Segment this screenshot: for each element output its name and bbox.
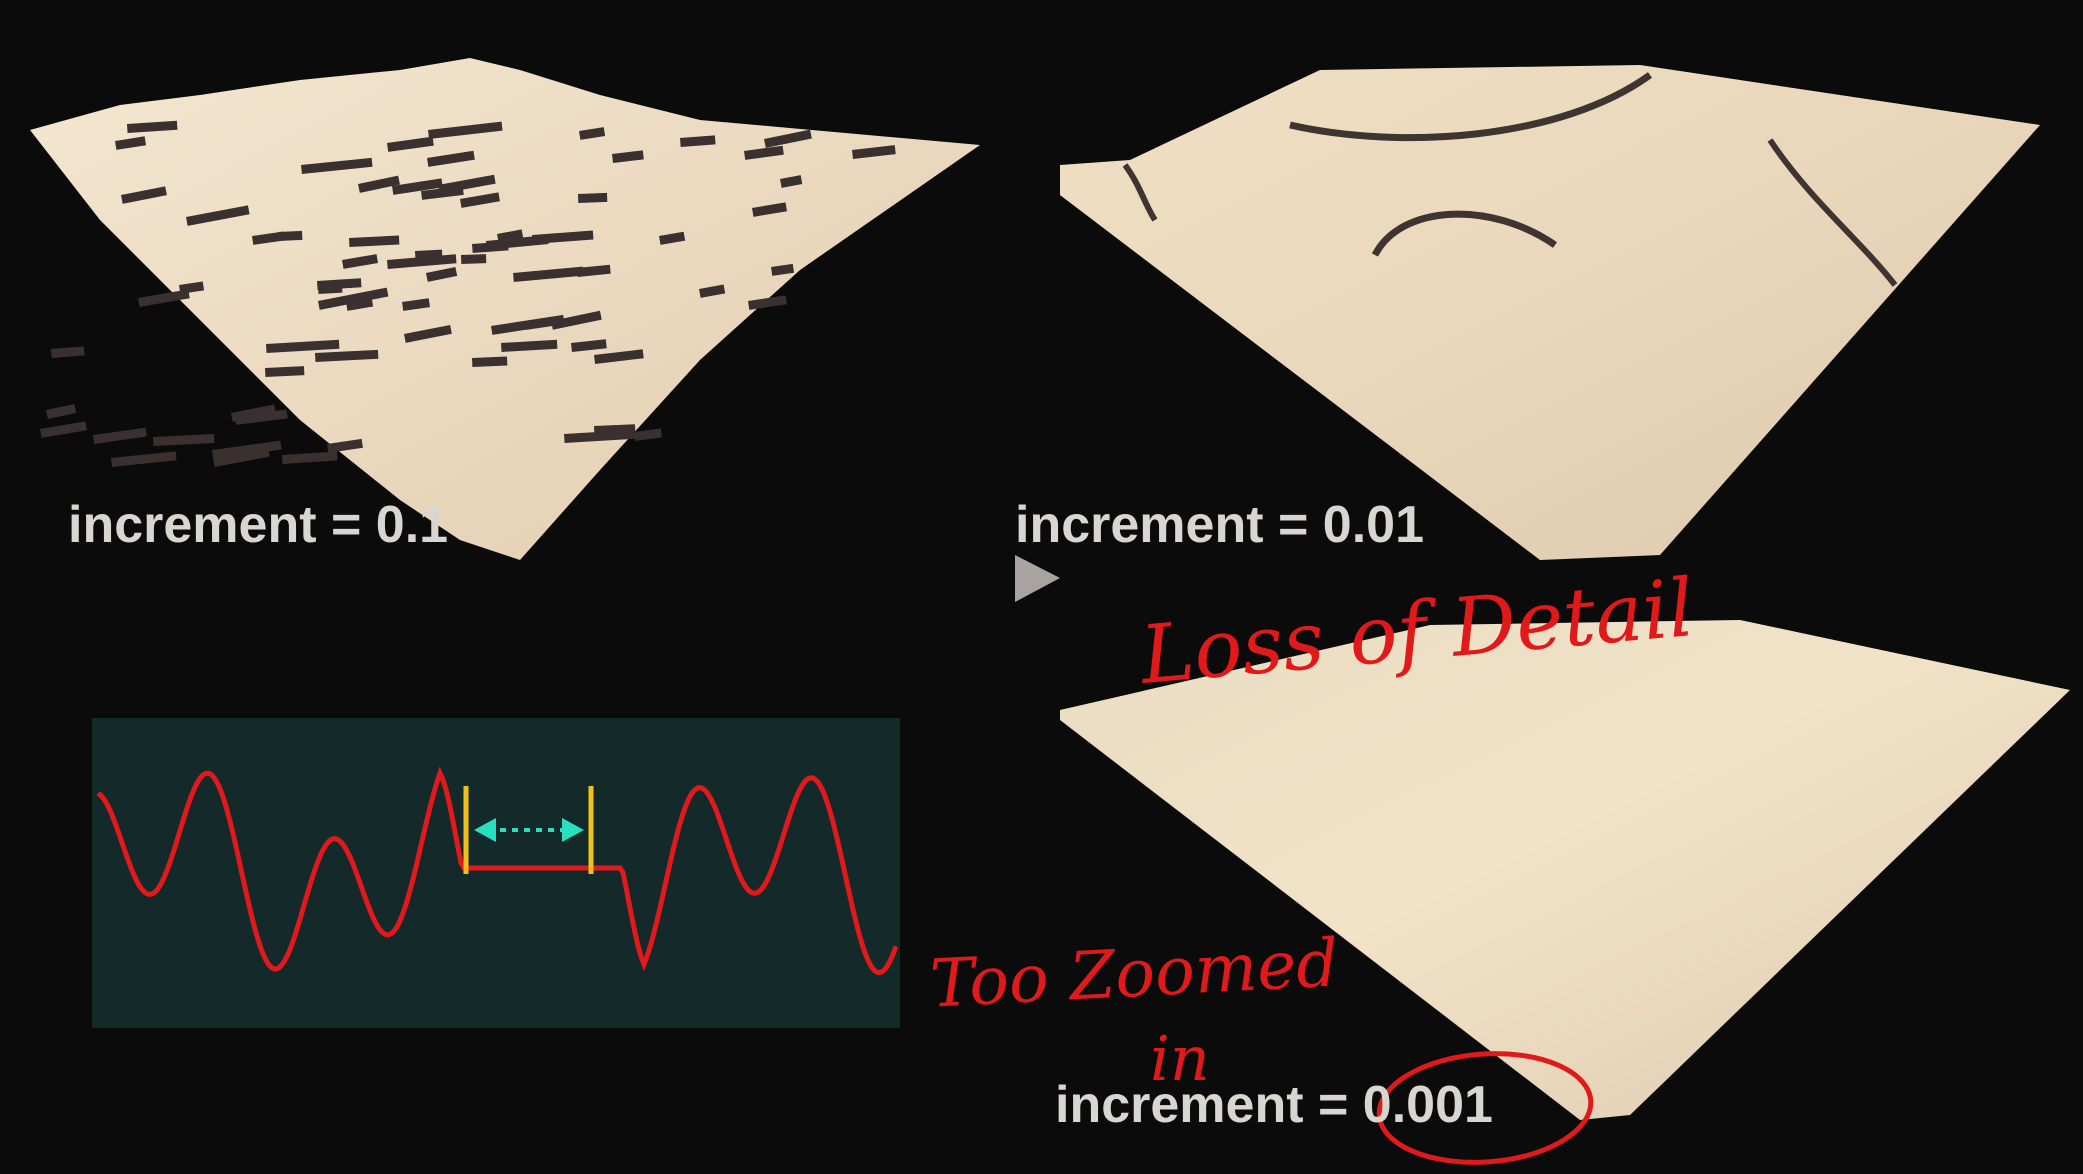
terrain-step [391, 178, 443, 195]
terrain-step [211, 440, 282, 459]
terrain-step [317, 278, 362, 290]
label-increment-0-1: increment = 0.1 [68, 496, 449, 554]
arrow-head-right [562, 818, 584, 842]
terrain-step [315, 349, 379, 362]
terrain-medium-surface [1060, 65, 2040, 560]
contour-line [1767, 138, 1898, 287]
value-highlight-circle [1376, 1051, 1594, 1165]
terrain-step [127, 120, 178, 133]
noise-wave-panel [92, 718, 900, 1028]
terrain-step [265, 366, 305, 377]
terrain-step [532, 230, 594, 244]
arrow-head-left [474, 818, 496, 842]
terrain-step [115, 136, 147, 150]
terrain-step [497, 229, 524, 243]
terrain-flat [1060, 620, 2070, 1120]
terrain-medium [1060, 65, 2040, 560]
terrain-step [593, 424, 636, 435]
terrain-step [426, 267, 458, 282]
terrain-step [282, 451, 338, 464]
terrain-step [46, 404, 77, 419]
play-icon[interactable] [1015, 555, 1060, 602]
terrain-step [699, 284, 726, 298]
contour-line [1122, 163, 1158, 222]
terrain-flat-surface [1060, 620, 2070, 1120]
terrain-step [550, 310, 602, 330]
terrain-step [594, 349, 644, 364]
terrain-step [744, 145, 784, 160]
terrain-step [748, 295, 787, 310]
terrain-step [348, 235, 400, 247]
terrain-step [231, 404, 276, 422]
terrain-step [852, 145, 896, 159]
terrain-step [634, 428, 662, 441]
terrain-rough-steps [39, 120, 896, 467]
terrain-step [513, 266, 584, 282]
label-increment-0-001: increment = 0.001 [1055, 1075, 1493, 1135]
increment-value: 0.001 [1362, 1076, 1493, 1134]
terrain-step [659, 231, 686, 245]
terrain-step [265, 339, 340, 353]
terrain-step [764, 129, 812, 148]
terrain-rough-surface [30, 58, 980, 560]
terrain-step [404, 324, 452, 343]
increment-text: increment = [1055, 1076, 1363, 1134]
terrain-step [300, 157, 373, 174]
terrain-step [121, 186, 167, 204]
terrain-step [525, 315, 561, 330]
terrain-step [137, 289, 190, 307]
contour-line [1289, 72, 1653, 142]
terrain-step [186, 205, 250, 226]
terrain-step [460, 192, 500, 208]
terrain-step [421, 185, 464, 200]
terrain-step [570, 339, 607, 352]
terrain-step [771, 263, 795, 276]
label-increment-0-01: increment = 0.01 [1015, 496, 1424, 554]
terrain-step [92, 427, 147, 444]
terrain-step [387, 254, 457, 269]
terrain-step [427, 150, 475, 167]
terrain-step [751, 202, 788, 217]
terrain-step [579, 127, 606, 140]
wave-panel-background [92, 718, 900, 1028]
annotation-in: in [1150, 1022, 1210, 1095]
terrain-step [577, 264, 611, 277]
terrain-step [153, 434, 215, 446]
terrain-rough [30, 58, 980, 560]
terrain-step [471, 356, 508, 367]
terrain-step [386, 136, 434, 152]
terrain-step [612, 150, 644, 163]
terrain-step [51, 346, 85, 358]
terrain-step [39, 421, 87, 438]
terrain-step [213, 447, 270, 467]
terrain-step [358, 175, 400, 193]
terrain-step [402, 298, 430, 311]
terrain-step [327, 438, 363, 453]
terrain-step [111, 451, 177, 467]
terrain-step [461, 254, 487, 264]
noise-wave [96, 766, 899, 976]
terrain-step [578, 192, 608, 203]
terrain-step [342, 254, 379, 269]
terrain-step [779, 175, 803, 188]
terrain-step [251, 231, 285, 245]
contour-line [1371, 210, 1557, 257]
terrain-step [318, 287, 389, 310]
terrain-step [428, 121, 503, 139]
terrain-step [501, 339, 558, 352]
terrain-step [680, 135, 716, 147]
